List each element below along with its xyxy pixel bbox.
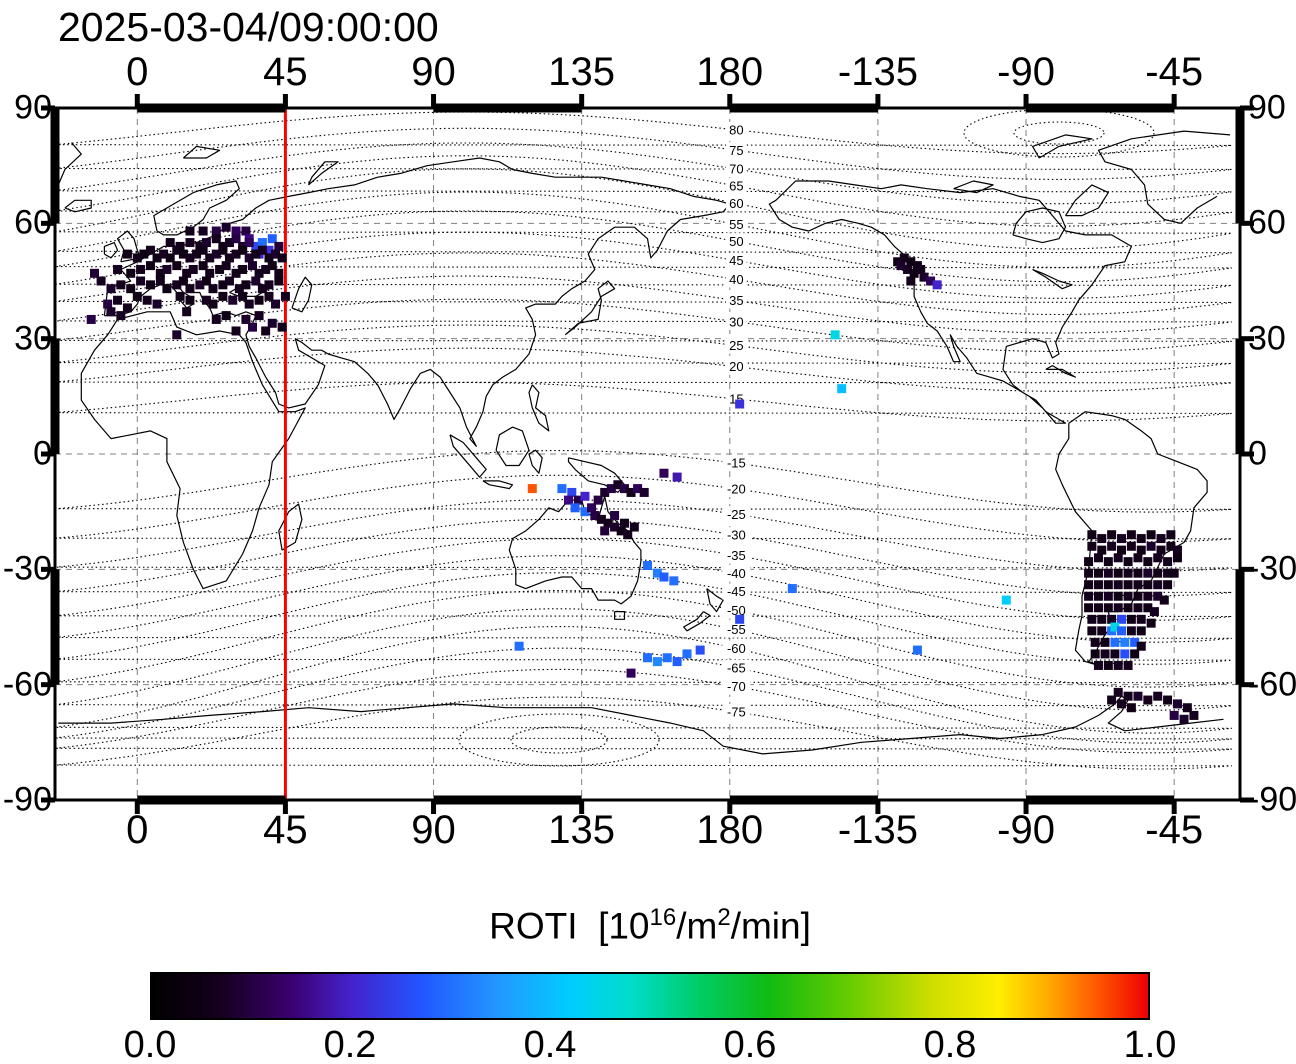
top-axis-tick-label: 180 [696,50,764,94]
contour-label: 50 [729,234,743,249]
scatter-points [86,222,1199,724]
contour-label: 70 [729,162,743,177]
gridlines [55,108,1240,800]
right-axis-tick-label: 30 [1248,319,1286,358]
colorbar-title-mid: /m [676,905,718,947]
left-axis-tick-label: 60 [14,203,52,242]
bottom-axis-tick-label: 135 [548,808,616,852]
top-axis-tick-label: -45 [1145,50,1204,94]
bottom-axis-tick-label: -45 [1145,808,1204,852]
contour-label: -70 [727,679,746,694]
contour-label: 55 [729,217,743,232]
top-axis-tick-label: -135 [837,50,918,94]
contour-label: -75 [727,704,746,719]
contour-label: 60 [729,196,743,211]
bottom-axis-tick-label: -135 [837,808,918,852]
left-axis-tick-label: -60 [2,665,52,704]
colorbar-title: ROTI [1016/m2/min] [489,904,811,947]
contour-label: -65 [727,660,746,675]
bottom-axis-tick-label: 90 [411,808,456,852]
right-axis-tick-label: 90 [1248,88,1286,127]
colorbar [150,972,1150,1020]
colorbar-tick-label: 0.6 [723,1024,777,1064]
top-axis-tick-label: 0 [126,50,149,94]
left-axis-tick-label: 90 [14,88,52,127]
top-axis-tick-label: 45 [263,50,308,94]
colorbar-tick-label: 0.0 [123,1024,177,1064]
right-axis-tick-label: -90 [1248,780,1296,819]
contour-label: 40 [729,272,743,287]
bottom-axis-tick-label: -90 [997,808,1055,852]
colorbar-title-exp2: 2 [717,904,731,931]
top-axis-tick-label: 90 [411,50,456,94]
map-frame [41,94,1254,814]
contour-label: -55 [727,622,746,637]
left-axis-tick-label: 30 [14,319,52,358]
top-axis-tick-label: -90 [997,50,1055,94]
contour-label: -20 [727,481,746,496]
contour-label: -25 [727,507,746,522]
contour-label: 35 [729,293,743,308]
bottom-axis-tick-label: 180 [696,808,764,852]
plot-title: 2025-03-04/09:00:00 [58,4,439,50]
colorbar-title-suffix: /min] [730,905,811,947]
magnetic-latitude-contours [55,108,1232,770]
bottom-axis-tick-label: 45 [263,808,308,852]
contour-label: 30 [729,314,743,329]
right-axis-tick-label: 0 [1248,434,1267,473]
contour-label: 45 [729,253,743,268]
top-axis-tick-label: 135 [548,50,616,94]
contour-label: 75 [729,143,743,158]
left-axis-tick-label: 0 [33,434,52,473]
contour-label: 65 [729,179,743,194]
contour-label: -15 [727,456,746,471]
right-axis-tick-label: -30 [1248,549,1296,588]
colorbar-tick-label: 0.2 [323,1024,377,1064]
right-axis-tick-label: -60 [1248,665,1296,704]
colorbar-tick-label: 0.8 [923,1024,977,1064]
colorbar-title-prefix: ROTI [10 [489,905,650,947]
contour-label: -30 [727,528,746,543]
contour-label: -40 [727,566,746,581]
left-axis-tick-label: -30 [2,549,52,588]
colorbar-tick-label: 1.0 [1123,1024,1177,1064]
right-axis-tick-label: 60 [1248,203,1286,242]
contour-label: 25 [729,338,743,353]
bottom-axis-tick-label: 0 [126,808,149,852]
left-axis-tick-label: -90 [2,780,52,819]
contour-label: -60 [727,641,746,656]
contour-labels: 8075706560555045403530252015-15-20-25-30… [722,121,751,720]
contour-label: -35 [727,548,746,563]
colorbar-tick-label: 0.4 [523,1024,577,1064]
contour-label: 20 [729,359,743,374]
contour-label: 80 [729,122,743,137]
contour-label: -50 [727,603,746,618]
colorbar-title-exp1: 16 [649,904,677,931]
contour-label: -45 [727,584,746,599]
